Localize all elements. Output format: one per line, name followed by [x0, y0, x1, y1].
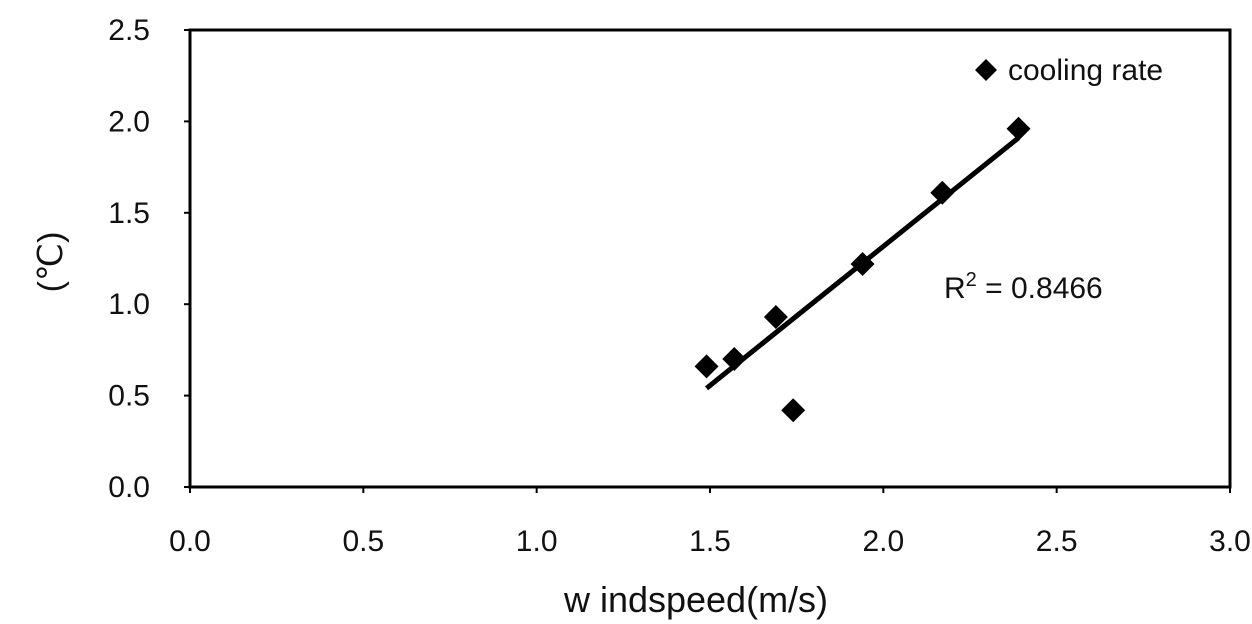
x-axis-ticks: 0.0 0.5 1.0 1.5 2.0 2.5 3.0 [169, 487, 1251, 558]
y-tick-label: 2.5 [108, 14, 150, 47]
data-point [930, 180, 955, 205]
y-tick-label: 0.0 [108, 471, 150, 504]
x-tick-label: 3.0 [1209, 525, 1251, 558]
x-tick-label: 2.0 [862, 525, 904, 558]
legend: cooling rate [975, 54, 1163, 87]
data-points [694, 116, 1031, 423]
y-axis-ticks: 0.0 0.5 1.0 1.5 2.0 2.5 [108, 14, 190, 504]
r-squared-annotation: R2 = 0.8466 [944, 269, 1103, 305]
x-tick-label: 1.5 [689, 525, 731, 558]
y-tick-label: 0.5 [108, 380, 150, 413]
x-tick-label: 0.0 [169, 525, 211, 558]
data-point [781, 398, 806, 423]
data-point [763, 304, 788, 329]
data-point [694, 354, 719, 379]
y-tick-label: 1.0 [108, 288, 150, 321]
plot-area [188, 28, 1232, 489]
y-tick-label: 1.5 [108, 197, 150, 230]
data-point [850, 251, 875, 276]
y-tick-label: 2.0 [108, 105, 150, 138]
x-axis-title: w indspeed(m/s) [563, 579, 828, 620]
x-tick-label: 1.0 [516, 525, 558, 558]
x-tick-label: 0.5 [342, 525, 384, 558]
legend-label: cooling rate [1008, 54, 1163, 87]
y-axis-title: (℃) [32, 232, 70, 293]
x-tick-label: 2.5 [1036, 525, 1078, 558]
data-point [1006, 116, 1031, 141]
legend-marker-icon [975, 59, 997, 81]
data-point [722, 347, 747, 372]
